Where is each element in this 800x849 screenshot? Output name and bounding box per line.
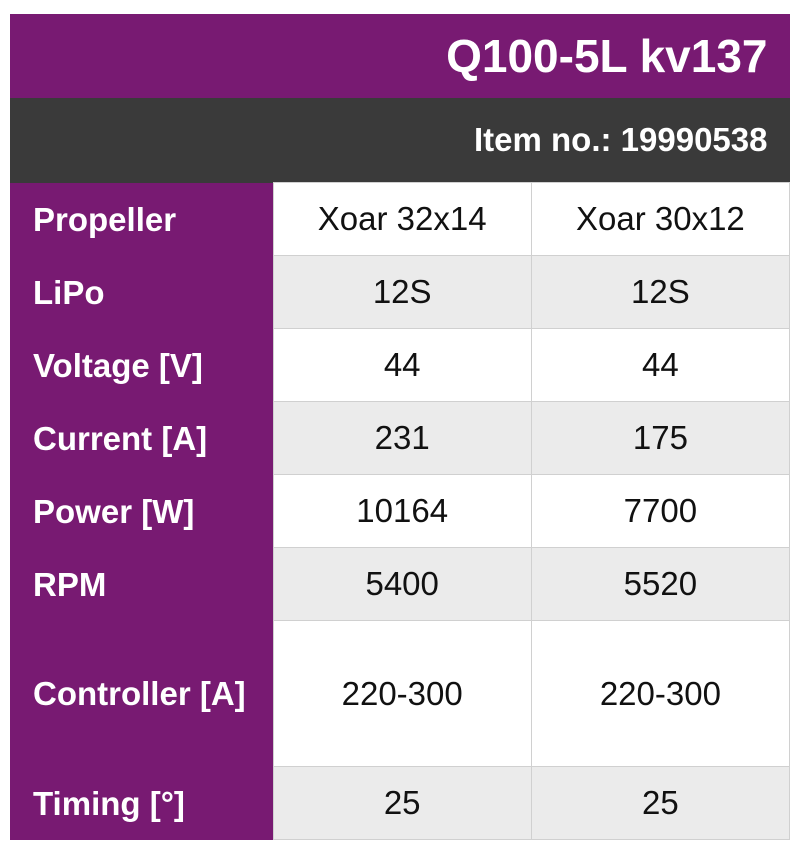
- row-value: 231: [272, 401, 532, 475]
- row-value: 25: [272, 766, 532, 840]
- row-value: 5520: [530, 547, 791, 621]
- row-label: Power [W]: [10, 474, 274, 548]
- table-row: Current [A] 231 175: [10, 401, 791, 475]
- row-value: 44: [530, 328, 791, 402]
- row-value: 5400: [272, 547, 532, 621]
- item-number: Item no.: 19990538: [10, 98, 790, 183]
- row-label: Propeller: [10, 182, 274, 256]
- row-value: 220-300: [530, 620, 791, 767]
- row-value: 12S: [530, 255, 791, 329]
- row-value: 7700: [530, 474, 791, 548]
- table-row: Propeller Xoar 32x14 Xoar 30x12: [10, 182, 791, 256]
- row-value: 44: [272, 328, 532, 402]
- table-row: Voltage [V] 44 44: [10, 328, 791, 402]
- row-value: 220-300: [272, 620, 532, 767]
- row-value: 175: [530, 401, 791, 475]
- product-title: Q100-5L kv137: [10, 14, 790, 98]
- row-label: Controller [A]: [10, 620, 274, 767]
- table-row: Timing [°] 25 25: [10, 766, 791, 840]
- table-row: Power [W] 10164 7700: [10, 474, 791, 548]
- row-value: Xoar 30x12: [530, 182, 791, 256]
- row-value: 12S: [272, 255, 532, 329]
- spec-table: Q100-5L kv137 Item no.: 19990538 Propell…: [10, 14, 791, 840]
- row-value: 10164: [272, 474, 532, 548]
- row-label: Timing [°]: [10, 766, 274, 840]
- table-row: LiPo 12S 12S: [10, 255, 791, 329]
- row-value: Xoar 32x14: [272, 182, 532, 256]
- table-row: Controller [A] 220-300 220-300: [10, 620, 791, 767]
- row-label: Voltage [V]: [10, 328, 274, 402]
- table-row: RPM 5400 5520: [10, 547, 791, 621]
- row-label: LiPo: [10, 255, 274, 329]
- row-label: RPM: [10, 547, 274, 621]
- row-label: Current [A]: [10, 401, 274, 475]
- row-value: 25: [530, 766, 791, 840]
